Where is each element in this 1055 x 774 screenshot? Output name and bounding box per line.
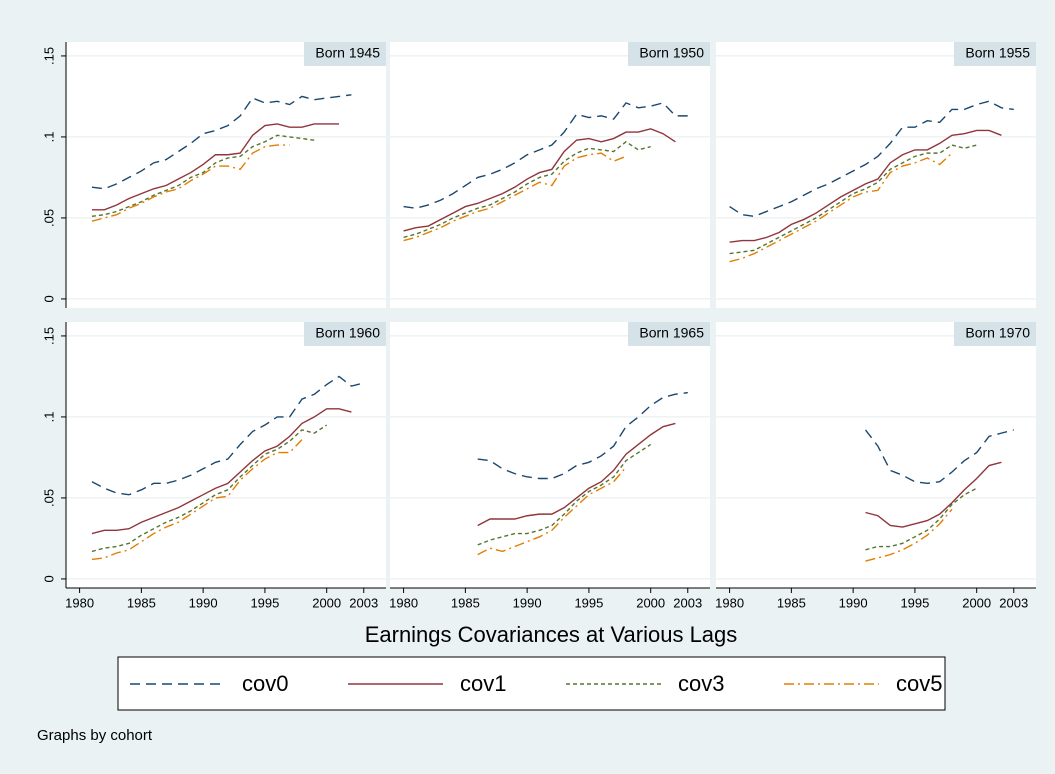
legend-label: cov1	[460, 671, 506, 696]
series-line	[729, 129, 1002, 243]
panel	[716, 322, 1036, 588]
panel-title: Born 1960	[315, 325, 380, 341]
panel	[66, 42, 386, 308]
panel-title-box	[304, 322, 386, 346]
series-line	[91, 424, 328, 553]
series-line	[91, 94, 352, 190]
panel-title: Born 1955	[965, 45, 1030, 61]
x-tick-label: 1990	[189, 595, 218, 610]
x-tick-label: 1995	[574, 595, 603, 610]
y-tick-label: .1	[41, 132, 56, 143]
y-tick-label: .05	[41, 209, 56, 227]
series-line	[729, 152, 953, 263]
panel	[390, 42, 710, 308]
x-tick-label: 1980	[715, 595, 744, 610]
panel-title-box	[628, 322, 710, 346]
panel-title-box	[954, 322, 1036, 346]
x-tick-label: 1985	[777, 595, 806, 610]
series-line	[91, 375, 364, 496]
series-line	[729, 100, 1014, 218]
series-line	[403, 102, 688, 209]
x-tick-label: 1985	[127, 595, 156, 610]
series-line	[865, 487, 978, 551]
series-line	[91, 123, 340, 211]
x-tick-label: 1995	[250, 595, 279, 610]
series-line	[729, 144, 977, 255]
note: Graphs by cohort	[37, 727, 153, 744]
series-line	[865, 508, 953, 562]
series-line	[91, 439, 303, 561]
x-tick-label: 2000	[312, 595, 341, 610]
panel	[66, 322, 386, 588]
series-line	[865, 461, 1002, 528]
panel-title: Born 1970	[965, 325, 1030, 341]
panel-title-box	[954, 42, 1036, 66]
x-tick-label: 2003	[349, 595, 378, 610]
series-line	[403, 128, 676, 232]
legend-label: cov5	[896, 671, 942, 696]
x-tick-label: 2000	[962, 595, 991, 610]
panel-title: Born 1950	[639, 45, 704, 61]
x-tick-label: 1990	[839, 595, 868, 610]
y-tick-label: .1	[41, 412, 56, 423]
series-line	[91, 134, 315, 218]
x-tick-label: 1990	[513, 595, 542, 610]
panel-title-box	[304, 42, 386, 66]
x-tick-label: 1995	[900, 595, 929, 610]
panel-title-box	[628, 42, 710, 66]
y-tick-label: .15	[41, 327, 56, 345]
panel-title: Born 1965	[639, 325, 704, 341]
series-line	[477, 422, 676, 527]
x-tick-label: 2003	[673, 595, 702, 610]
series-line	[403, 152, 627, 242]
x-tick-label: 1980	[65, 595, 94, 610]
series-line	[91, 408, 352, 535]
x-tick-label: 2000	[636, 595, 665, 610]
y-tick-label: 0	[41, 295, 56, 302]
x-tick-label: 1985	[451, 595, 480, 610]
x-axis-title: Earnings Covariances at Various Lags	[365, 622, 738, 647]
legend-label: cov0	[242, 671, 288, 696]
legend-label: cov3	[678, 671, 724, 696]
panel	[716, 42, 1036, 308]
y-tick-label: .05	[41, 489, 56, 507]
y-tick-label: .15	[41, 47, 56, 65]
x-tick-label: 2003	[999, 595, 1028, 610]
series-line	[477, 443, 652, 546]
series-line	[477, 391, 688, 480]
x-tick-label: 1980	[389, 595, 418, 610]
panel	[390, 322, 710, 588]
series-line	[403, 140, 651, 239]
series-line	[91, 144, 290, 222]
y-tick-label: 0	[41, 575, 56, 582]
panel-title: Born 1945	[315, 45, 380, 61]
series-line	[477, 466, 627, 556]
series-line	[864, 429, 1014, 485]
